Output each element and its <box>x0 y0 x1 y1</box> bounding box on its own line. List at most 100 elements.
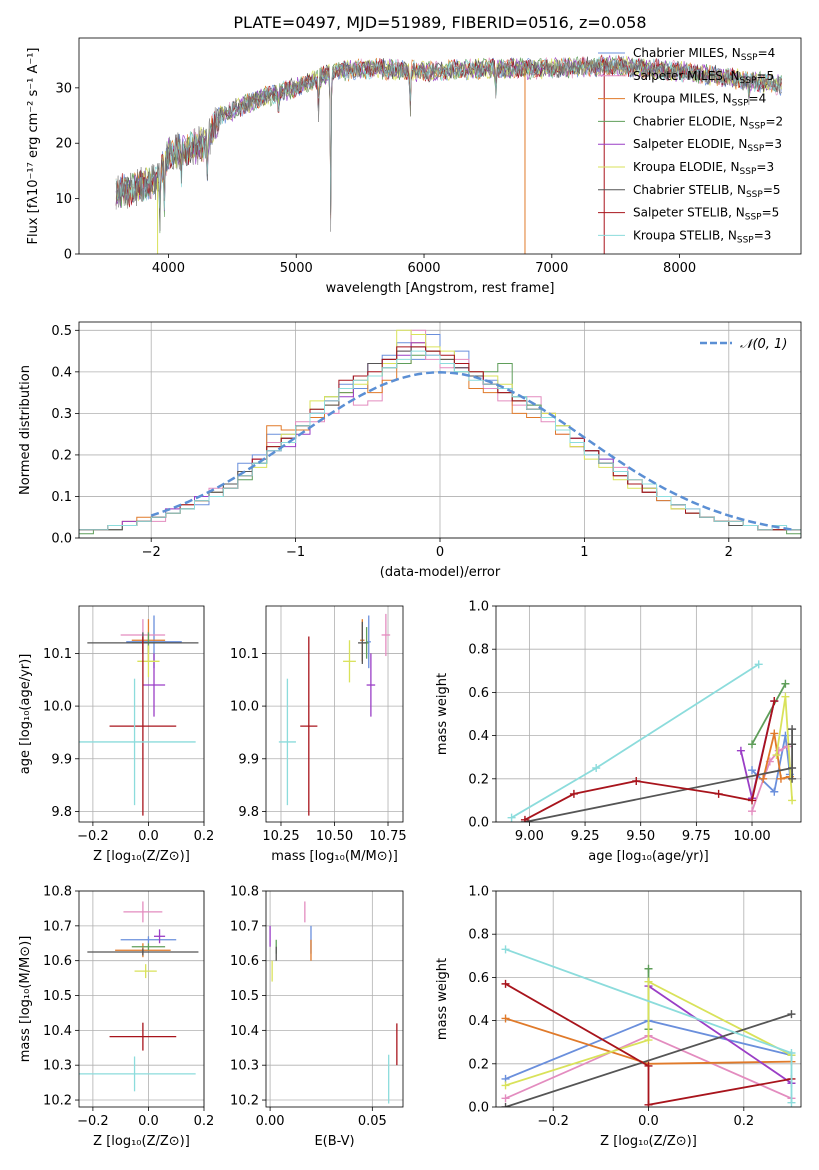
legend-label-4: Salpeter ELODIE, NSSP=3 <box>633 137 782 154</box>
weight_vs_Z-series-4 <box>647 985 793 1084</box>
spectrum-ytick-label: 10 <box>55 192 72 207</box>
weight_vs_age-marker-7-2 <box>632 776 641 785</box>
weight_vs_age-marker-0-0 <box>748 766 757 775</box>
residuals-xlabel: (data-model)/error <box>380 565 501 580</box>
weight_vs_Z-marker-7-1 <box>644 1061 653 1070</box>
residual-hists <box>79 329 801 538</box>
spectrum-ytick-label: 30 <box>55 81 72 96</box>
weight_vs_age-marker-8-0 <box>507 813 516 822</box>
spectrum-frame <box>78 37 802 255</box>
age_vs_Z-points <box>79 615 199 816</box>
age_vs_mass-ytick-label: 9.9 <box>238 752 259 767</box>
legend-label-5: Kroupa ELODIE, NSSP=3 <box>633 160 774 177</box>
weight_vs_Z-ylabel: mass weight <box>435 958 450 1040</box>
weight_vs_age-series-3 <box>751 683 787 745</box>
mass_vs_ebv-ytick-label: 10.8 <box>230 885 259 900</box>
mass_vs_ebv-ytick-label: 10.2 <box>230 1094 259 1109</box>
age_vs_Z-axes: −0.2 0.0 0.2 9.8 9.9 10.0 10.1 Z [log₁₀(Z/Z⊙)] a… <box>18 606 214 864</box>
weight_vs_age-series-2 <box>762 733 791 780</box>
age_vs_mass-axes: 10.25 10.50 10.75 9.8 9.9 10.0 10.1 mass [log₁₀… <box>230 606 407 864</box>
mass_vs_Z-ytick-label: 10.2 <box>43 1094 72 1109</box>
legend-label-0: Chabrier MILES, NSSP=4 <box>633 46 775 63</box>
mass_vs_ebv-points <box>269 901 398 1104</box>
mass_vs_Z-ytick-label: 10.3 <box>43 1059 72 1074</box>
spectrum-xtick-label: 7000 <box>535 261 568 276</box>
spectrum-xtick-label: 5000 <box>280 261 313 276</box>
spectrum-xtick-label: 8000 <box>663 261 696 276</box>
age_vs_Z-ytick-label: 9.8 <box>51 805 72 820</box>
age_vs_mass-xtick-label: 10.25 <box>262 829 299 844</box>
mass_vs_ebv-frame <box>265 890 404 1108</box>
legend-label-3: Chabrier ELODIE, NSSP=2 <box>633 114 783 131</box>
mass_vs_Z-frame <box>78 890 205 1108</box>
age_vs_mass-points <box>278 613 391 816</box>
weight_vs_Z-series-6 <box>505 1013 792 1107</box>
weight_vs_age-marker-3-0 <box>748 740 757 749</box>
weight_vs_Z-xtick-label: 0.2 <box>733 1114 754 1129</box>
age_vs_Z-ylabel: age [log₁₀(age/yr)] <box>18 654 33 775</box>
age_vs_mass-xtick-label: 10.50 <box>316 829 353 844</box>
weight_vs_age-xtick-label: 9.00 <box>515 829 544 844</box>
age_vs_Z-xtick-label: −0.2 <box>77 829 109 844</box>
weight_vs_age-marker-5-2 <box>788 796 797 805</box>
weight_vs_age-marker-7-4 <box>748 796 757 805</box>
weight_vs_age-marker-2-2 <box>776 774 785 783</box>
weight_vs_age-frame <box>495 605 802 823</box>
weight_vs_age-marker-2-1 <box>770 729 779 738</box>
weight_vs_Z-marker-5-0 <box>501 1081 510 1090</box>
weight_vs_age-ylabel: mass weight <box>435 673 450 755</box>
weight_vs_age-marker-3-1 <box>781 679 790 688</box>
weight_vs_age-marker-5-0 <box>772 751 781 760</box>
weight_vs_age-xtick-label: 9.50 <box>626 829 655 844</box>
residuals-ylabel: Normed distribution <box>18 365 33 495</box>
weight_vs_age-series-7 <box>524 700 776 821</box>
weight_vs_Z-marker-3-0 <box>644 964 653 973</box>
age_vs_Z-xtick-label: 0.2 <box>194 829 215 844</box>
weight_vs_age-xtick-label: 10.00 <box>733 829 770 844</box>
mass_vs_Z-xtick-label: 0.0 <box>138 1114 159 1129</box>
spectrum-axes: 4000 5000 6000 7000 8000 0 10 20 30 wavelength [A… <box>26 48 696 297</box>
mass_vs_ebv-ytick-label: 10.4 <box>230 1024 259 1039</box>
weight_vs_age-marker-6-3 <box>788 740 797 749</box>
age_vs_mass-xtick-label: 10.75 <box>369 829 406 844</box>
mass_vs_ebv-ytick-label: 10.5 <box>230 989 259 1004</box>
weight_vs_Z-lines <box>501 945 796 1107</box>
mass_vs_ebv-xlabel: E(B-V) <box>314 1134 354 1149</box>
weight_vs_Z-xlabel: Z [log₁₀(Z/Z⊙)] <box>600 1134 697 1149</box>
figure-title: PLATE=0497, MJD=51989, FIBERID=0516, z=0… <box>233 13 646 32</box>
age_vs_Z-xlabel: Z [log₁₀(Z/Z⊙)] <box>93 849 190 864</box>
spectrum-legend: Chabrier MILES, NSSP=4 Salpeter MILES, NS… <box>598 46 783 245</box>
spectrum-xtick-label: 4000 <box>152 261 185 276</box>
spectrum-xlabel: wavelength [Angstrom, rest frame] <box>326 281 555 296</box>
weight_vs_Z-xtick-label: 0.0 <box>638 1114 659 1129</box>
legend-label-1: Salpeter MILES, NSSP=5 <box>633 69 774 86</box>
weight_vs_age-marker-7-3 <box>714 789 723 798</box>
weight_vs_age-marker-7-5 <box>770 697 779 706</box>
residuals-ytick-label: 0.0 <box>51 532 72 547</box>
weight_vs_Z-series-5 <box>505 980 792 1087</box>
age_vs_Z-ytick-label: 10.0 <box>43 700 72 715</box>
weight_vs_age-marker-6-1 <box>788 764 797 772</box>
mass_vs_ebv-ytick-label: 10.6 <box>230 954 259 969</box>
weight_vs_Z-xtick-label: −0.2 <box>537 1114 569 1129</box>
weight_vs_age-ytick-label: 1.0 <box>468 600 489 615</box>
gaussian-reference <box>150 371 794 532</box>
legend-gaussian-label: 𝒩(0, 1) <box>740 337 787 352</box>
weight_vs_age-ytick-label: 0.8 <box>468 643 489 658</box>
weight_vs_Z-ytick-label: 0.4 <box>468 1014 489 1029</box>
mass_vs_Z-ylabel: mass [log₁₀(M/M⊙)] <box>18 936 33 1063</box>
mass_vs_Z-ytick-label: 10.7 <box>43 919 72 934</box>
weight_vs_Z-ytick-label: 0.6 <box>468 971 489 986</box>
weight_vs_age-marker-7-0 <box>520 815 529 822</box>
residuals-ytick-label: 0.5 <box>51 324 72 339</box>
weight_vs_age-marker-4-0 <box>736 746 745 755</box>
weight_vs_Z-marker-6-0 <box>501 1103 510 1107</box>
weight_vs_age-ytick-label: 0.0 <box>468 816 489 831</box>
weight_vs_Z-marker-6-1 <box>787 1010 796 1019</box>
weight_vs_Z-marker-8-2 <box>787 1098 796 1107</box>
weight_vs_Z-marker-8-0 <box>501 945 510 954</box>
residuals-ytick-label: 0.2 <box>51 448 72 463</box>
residuals-ytick-label: 0.3 <box>51 407 72 422</box>
weight_vs_age-marker-0-1 <box>770 787 779 796</box>
legend-label-8: Kroupa STELIB, NSSP=3 <box>633 228 771 245</box>
